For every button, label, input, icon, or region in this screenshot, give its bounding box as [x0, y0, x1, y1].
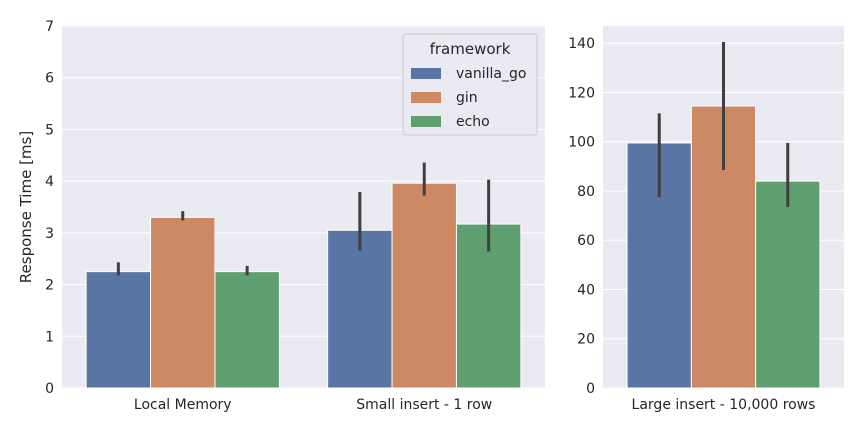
- x-tick-label: Local Memory: [134, 397, 232, 413]
- x-ticks-right: Large insert - 10,000 rows: [632, 397, 816, 413]
- y-tick-label: 2: [45, 278, 54, 294]
- y-tick-label: 120: [568, 85, 595, 101]
- y-tick-label: 6: [45, 71, 54, 87]
- chart-left: 0 1 2 3 4 5 6 7 Local Memory Small insert - 1 ro…: [17, 19, 545, 413]
- legend-swatch-vanilla_go: [411, 68, 441, 79]
- y-tick-label: 0: [586, 381, 595, 397]
- bars-right: [626, 42, 821, 389]
- y-tick-label: 140: [568, 36, 595, 52]
- chart-right: 0 20 40 60 80 100 120 140 Large insert - 10,000…: [568, 26, 844, 413]
- y-tick-label: 20: [577, 332, 595, 348]
- y-tick-label: 0: [45, 381, 54, 397]
- y-tick-label: 5: [45, 122, 54, 138]
- x-tick-label: Large insert - 10,000 rows: [632, 397, 816, 413]
- y-tick-label: 100: [568, 135, 595, 151]
- bar-vanilla_go: [327, 229, 393, 389]
- legend-label: gin: [456, 90, 478, 106]
- y-tick-label: 40: [577, 282, 595, 298]
- bar-vanilla_go: [85, 271, 152, 389]
- legend-swatch-gin: [411, 92, 441, 103]
- bars-left: [85, 162, 522, 389]
- legend-label: echo: [456, 114, 490, 130]
- bar-echo: [755, 180, 821, 389]
- y-axis-label: Response Time [ms]: [17, 131, 35, 283]
- bar-gin: [391, 182, 457, 389]
- y-ticks-right: 0 20 40 60 80 100 120 140: [568, 36, 595, 397]
- y-tick-label: 7: [45, 19, 54, 35]
- legend-label: vanilla_go: [456, 66, 526, 82]
- y-tick-label: 1: [45, 329, 54, 345]
- y-ticks-left: 0 1 2 3 4 5 6 7: [45, 19, 54, 397]
- x-ticks-left: Local Memory Small insert - 1 row: [134, 397, 492, 413]
- legend-title: framework: [430, 40, 511, 58]
- bar-gin: [150, 216, 216, 389]
- legend-swatch-echo: [411, 116, 441, 127]
- bar-echo: [214, 271, 280, 389]
- y-tick-label: 80: [577, 184, 595, 200]
- y-tick-label: 4: [45, 174, 54, 190]
- y-tick-label: 60: [577, 233, 595, 249]
- legend-box: [402, 33, 538, 136]
- x-tick-label: Small insert - 1 row: [356, 397, 492, 413]
- y-tick-label: 3: [45, 226, 54, 242]
